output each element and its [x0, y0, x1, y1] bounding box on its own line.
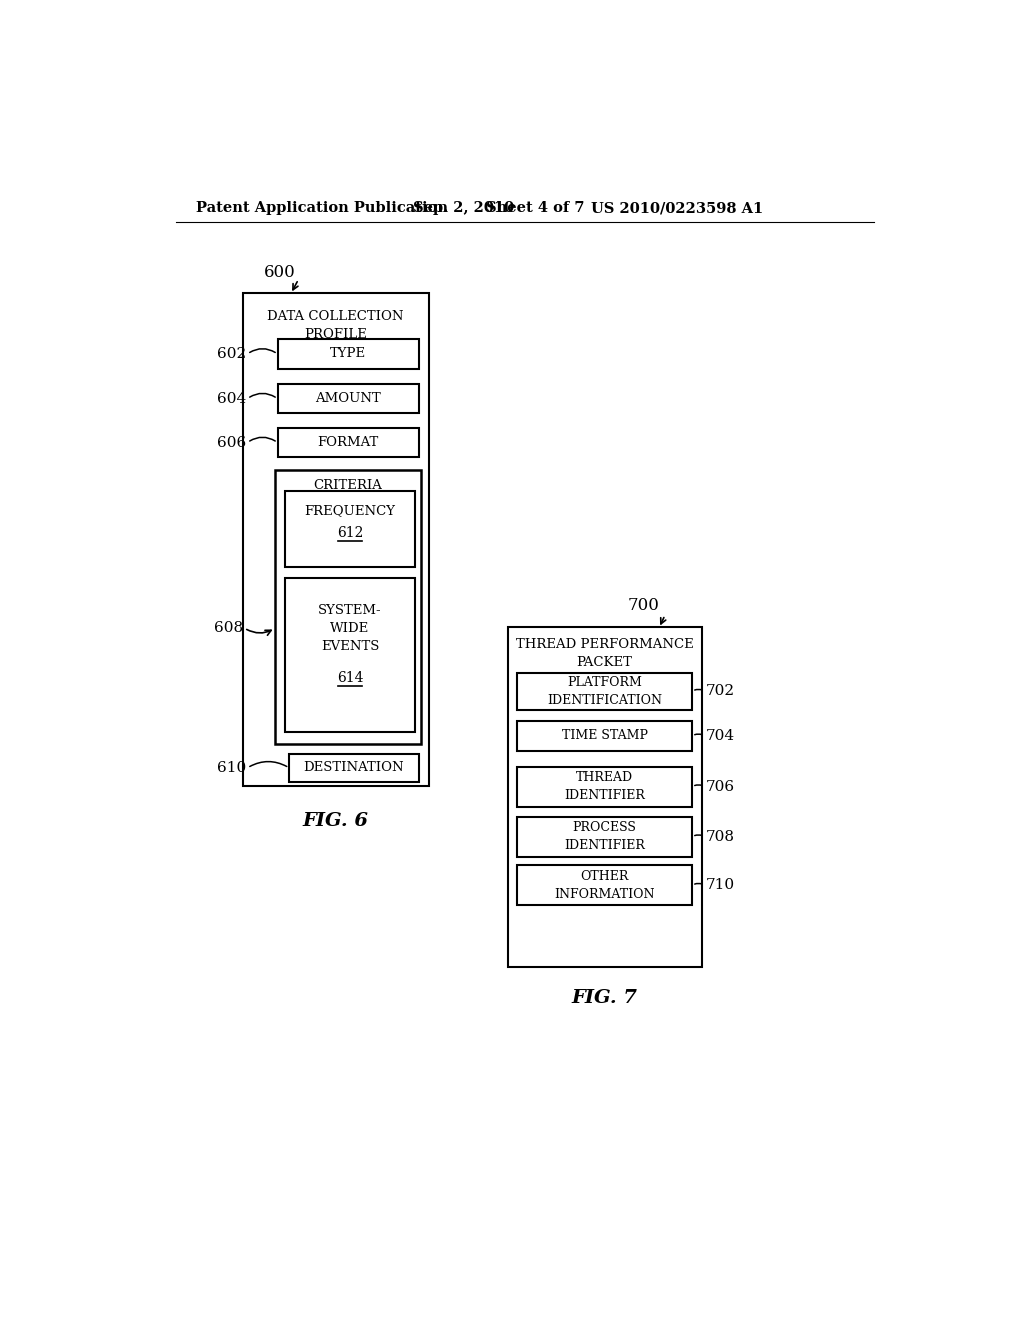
- Bar: [278, 428, 419, 457]
- Text: 700: 700: [628, 597, 659, 614]
- Text: PLATFORM
IDENTIFICATION: PLATFORM IDENTIFICATION: [547, 676, 663, 706]
- Text: DESTINATION: DESTINATION: [303, 762, 404, 775]
- Text: PROCESS
IDENTIFIER: PROCESS IDENTIFIER: [564, 821, 645, 853]
- Text: FIG. 6: FIG. 6: [303, 812, 369, 829]
- Text: 614: 614: [337, 671, 364, 685]
- Bar: [508, 627, 701, 966]
- Bar: [517, 673, 692, 710]
- Text: Sep. 2, 2010: Sep. 2, 2010: [414, 202, 514, 215]
- Text: THREAD PERFORMANCE
PACKET: THREAD PERFORMANCE PACKET: [516, 638, 693, 669]
- Bar: [517, 721, 692, 751]
- Bar: [517, 866, 692, 906]
- Text: DATA COLLECTION
PROFILE: DATA COLLECTION PROFILE: [267, 310, 403, 341]
- Bar: [517, 767, 692, 807]
- Text: 702: 702: [707, 684, 735, 698]
- Text: OTHER
INFORMATION: OTHER INFORMATION: [554, 870, 655, 900]
- Text: 606: 606: [216, 436, 246, 450]
- Bar: [286, 578, 415, 733]
- Text: 610: 610: [216, 760, 246, 775]
- Bar: [278, 339, 419, 368]
- Text: Sheet 4 of 7: Sheet 4 of 7: [486, 202, 585, 215]
- Bar: [278, 384, 419, 413]
- Text: 704: 704: [707, 729, 735, 743]
- Text: SYSTEM-
WIDE
EVENTS: SYSTEM- WIDE EVENTS: [318, 603, 382, 652]
- Text: US 2010/0223598 A1: US 2010/0223598 A1: [592, 202, 764, 215]
- Bar: [275, 470, 421, 743]
- Text: FORMAT: FORMAT: [317, 436, 379, 449]
- Text: 602: 602: [216, 347, 246, 360]
- Text: 604: 604: [216, 392, 246, 405]
- Bar: [289, 754, 419, 781]
- Text: 710: 710: [707, 878, 735, 892]
- Text: THREAD
IDENTIFIER: THREAD IDENTIFIER: [564, 771, 645, 803]
- Text: Patent Application Publication: Patent Application Publication: [197, 202, 449, 215]
- Text: 706: 706: [707, 780, 735, 793]
- Bar: [243, 293, 429, 785]
- Bar: [286, 491, 415, 566]
- Text: 600: 600: [263, 264, 295, 281]
- Text: 608: 608: [214, 622, 243, 635]
- Text: FREQUENCY: FREQUENCY: [304, 504, 395, 517]
- Text: TIME STAMP: TIME STAMP: [561, 730, 647, 742]
- Text: AMOUNT: AMOUNT: [315, 392, 381, 405]
- Text: 612: 612: [337, 527, 364, 540]
- Text: TYPE: TYPE: [330, 347, 367, 360]
- Text: CRITERIA: CRITERIA: [313, 479, 383, 492]
- Bar: [517, 817, 692, 857]
- Text: 708: 708: [707, 830, 735, 843]
- Text: FIG. 7: FIG. 7: [571, 989, 638, 1007]
